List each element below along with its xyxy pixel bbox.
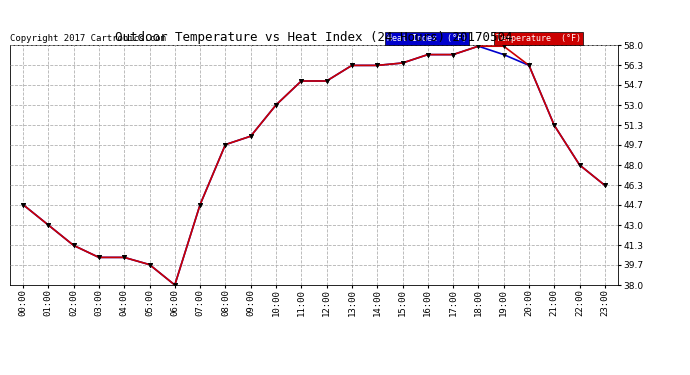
Title: Outdoor Temperature vs Heat Index (24 Hours) 20170504: Outdoor Temperature vs Heat Index (24 Ho… bbox=[115, 31, 513, 44]
Text: Heat Index  (°F): Heat Index (°F) bbox=[387, 34, 467, 43]
Text: Temperature  (°F): Temperature (°F) bbox=[496, 34, 581, 43]
Text: Copyright 2017 Cartronics.com: Copyright 2017 Cartronics.com bbox=[10, 34, 166, 43]
